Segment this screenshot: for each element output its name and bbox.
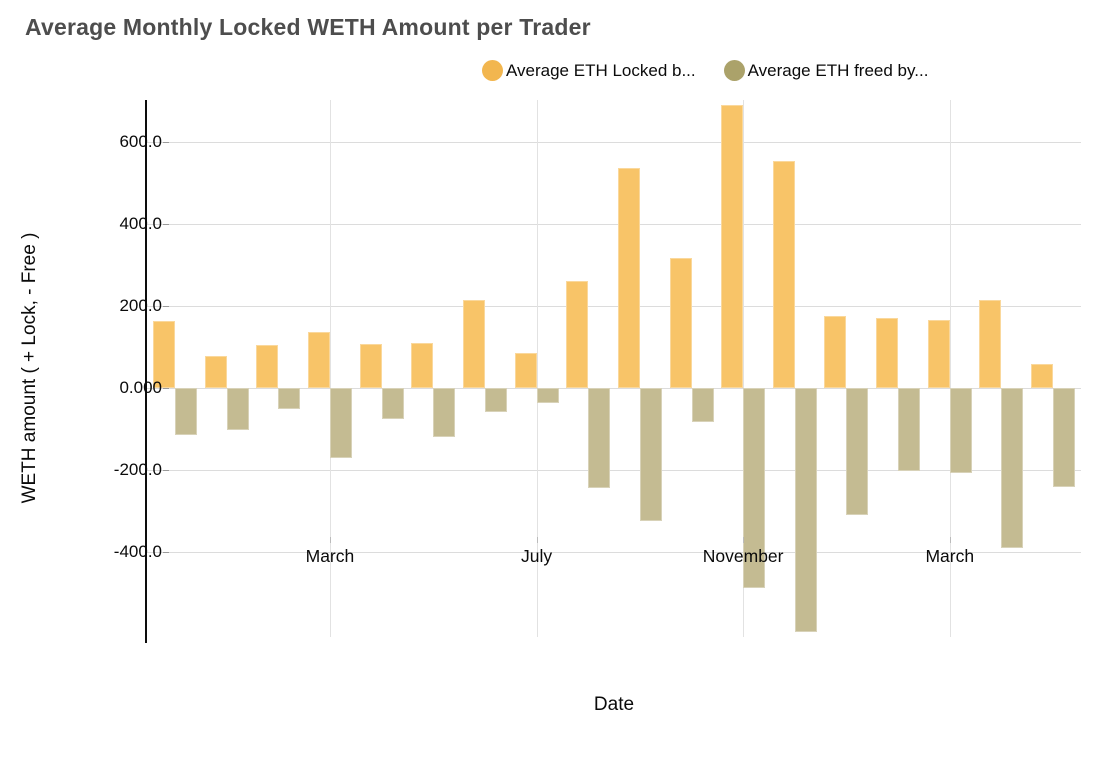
h-gridline <box>147 552 1081 554</box>
bar-locked-2[interactable] <box>204 356 227 389</box>
bar-freed-5[interactable] <box>381 388 404 420</box>
bar-locked-1[interactable] <box>153 320 175 389</box>
bar-locked-10[interactable] <box>617 167 640 389</box>
bar-locked-15[interactable] <box>876 317 899 389</box>
bar-freed-6[interactable] <box>433 388 456 437</box>
x-tick-mark <box>329 537 331 543</box>
bar-freed-8[interactable] <box>536 388 559 403</box>
v-gridline <box>743 100 745 637</box>
bar-freed-2[interactable] <box>226 388 249 430</box>
bar-freed-10[interactable] <box>639 388 662 521</box>
v-gridline <box>329 100 331 637</box>
x-tick-label: March <box>305 546 355 566</box>
chart-title: Average Monthly Locked WETH Amount per T… <box>25 14 591 40</box>
bar-locked-13[interactable] <box>772 161 795 389</box>
x-tick-label: March <box>925 546 975 566</box>
bar-freed-1[interactable] <box>175 388 197 436</box>
plot-area <box>145 100 1081 643</box>
legend-label-locked: Average ETH Locked b... <box>506 60 696 80</box>
v-gridline <box>949 100 951 637</box>
bar-freed-18[interactable] <box>1053 388 1076 487</box>
y-tick-label: -400.0 <box>113 542 162 562</box>
y-tick-mark <box>163 552 169 554</box>
x-axis-title: Date <box>593 694 635 715</box>
y-tick-label: 400.0 <box>119 214 162 234</box>
y-axis-title: WETH amount ( + Lock, - Free ) <box>19 232 40 504</box>
y-tick-label: 0.000 <box>119 378 162 398</box>
bar-locked-4[interactable] <box>307 331 330 389</box>
bar-locked-7[interactable] <box>462 300 485 389</box>
legend-item-freed[interactable]: Average ETH freed by... <box>723 60 929 81</box>
bar-freed-7[interactable] <box>484 388 507 413</box>
bar-freed-13[interactable] <box>794 388 817 633</box>
bar-locked-3[interactable] <box>256 344 279 389</box>
x-tick-mark <box>743 537 745 543</box>
bar-freed-11[interactable] <box>691 388 714 422</box>
bar-freed-12[interactable] <box>743 388 766 588</box>
h-gridline <box>147 388 1081 390</box>
bar-locked-9[interactable] <box>566 280 589 389</box>
y-tick-mark <box>163 224 169 226</box>
bar-locked-8[interactable] <box>514 352 537 389</box>
x-tick-label: July <box>520 546 553 566</box>
y-tick-mark <box>163 142 169 144</box>
y-tick-label: 200.0 <box>119 296 162 316</box>
x-tick-mark <box>536 537 538 543</box>
h-gridline <box>147 224 1081 226</box>
bar-locked-12[interactable] <box>721 105 744 389</box>
y-tick-label: 600.0 <box>119 132 162 152</box>
bar-locked-18[interactable] <box>1031 364 1054 389</box>
bar-freed-14[interactable] <box>846 388 869 515</box>
y-axis-line <box>145 100 147 643</box>
h-gridline <box>147 470 1081 472</box>
legend-label-freed: Average ETH freed by... <box>747 60 929 80</box>
bar-locked-11[interactable] <box>669 257 692 389</box>
bar-locked-17[interactable] <box>979 300 1002 389</box>
bar-locked-5[interactable] <box>359 343 382 389</box>
y-tick-mark <box>163 388 169 390</box>
bar-freed-3[interactable] <box>278 388 301 409</box>
legend-dot-freed-icon <box>723 60 745 81</box>
legend-item-locked[interactable]: Average ETH Locked b... <box>482 60 696 81</box>
bar-freed-9[interactable] <box>588 388 611 489</box>
y-tick-mark <box>163 470 169 472</box>
v-gridline <box>536 100 538 637</box>
y-tick-mark <box>163 306 169 308</box>
bar-freed-15[interactable] <box>898 388 921 471</box>
y-tick-label: -200.0 <box>113 460 162 480</box>
x-tick-mark <box>949 537 951 543</box>
h-gridline <box>147 306 1081 308</box>
x-tick-label: November <box>702 546 784 566</box>
bar-freed-4[interactable] <box>329 388 352 459</box>
legend: Average ETH Locked b... Average ETH free… <box>482 60 928 81</box>
bar-freed-16[interactable] <box>949 388 972 473</box>
bar-locked-14[interactable] <box>824 316 847 389</box>
bar-locked-6[interactable] <box>411 343 434 389</box>
legend-dot-locked-icon <box>482 60 503 81</box>
h-gridline <box>147 142 1081 144</box>
bar-locked-16[interactable] <box>927 320 950 389</box>
bar-freed-17[interactable] <box>1001 388 1024 548</box>
